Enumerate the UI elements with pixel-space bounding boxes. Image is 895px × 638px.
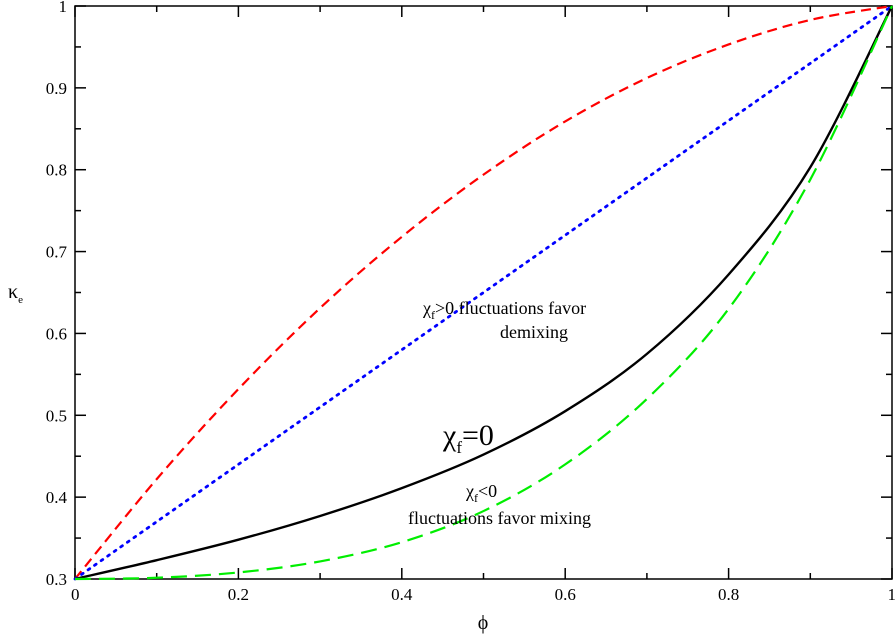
series-line-dotted	[73, 4, 894, 581]
ticks	[74, 5, 893, 580]
y-tick-label: 0.4	[46, 488, 68, 507]
series-line-dashed	[74, 4, 893, 580]
x-tick-label: 0.6	[555, 585, 576, 604]
annotation-negative-line1: χf<0	[465, 481, 497, 505]
x-tick-label: 0	[71, 585, 80, 604]
x-tick-label: 0.2	[228, 585, 249, 604]
y-axis-label-main: κ	[8, 281, 18, 303]
y-axis-label: κe	[8, 281, 23, 306]
annotation-negative-line2: fluctuations favor mixing	[408, 508, 591, 528]
tick-labels: 0 0.2 0.4 0.6 0.8 1 0.3 0.4 0.5 0.6 0.7 0.8 0.9 1	[46, 0, 895, 604]
x-tick-label: 1	[888, 585, 895, 604]
series-line-solid	[74, 5, 894, 581]
x-tick-label: 0.4	[391, 585, 413, 604]
y-axis-label-sub: e	[18, 294, 23, 306]
y-tick-label: 0.7	[46, 243, 68, 262]
x-axis-label: ϕ	[478, 612, 489, 634]
annotation-positive-line2: demixing	[500, 322, 568, 342]
y-tick-label: 0.5	[46, 406, 67, 425]
series-lines	[73, 4, 894, 581]
series-line-longdash	[74, 5, 893, 581]
y-tick-label: 0.6	[46, 324, 67, 343]
y-tick-label: 0.3	[46, 570, 67, 589]
y-tick-label: 0.9	[46, 79, 67, 98]
annotation-zero: χf=0	[442, 419, 494, 457]
y-tick-label: 0.8	[46, 161, 67, 180]
annotation-positive-line1: χf>0 fluctuations favor	[422, 298, 586, 322]
y-tick-label: 1	[59, 0, 68, 16]
x-tick-label: 0.8	[718, 585, 739, 604]
